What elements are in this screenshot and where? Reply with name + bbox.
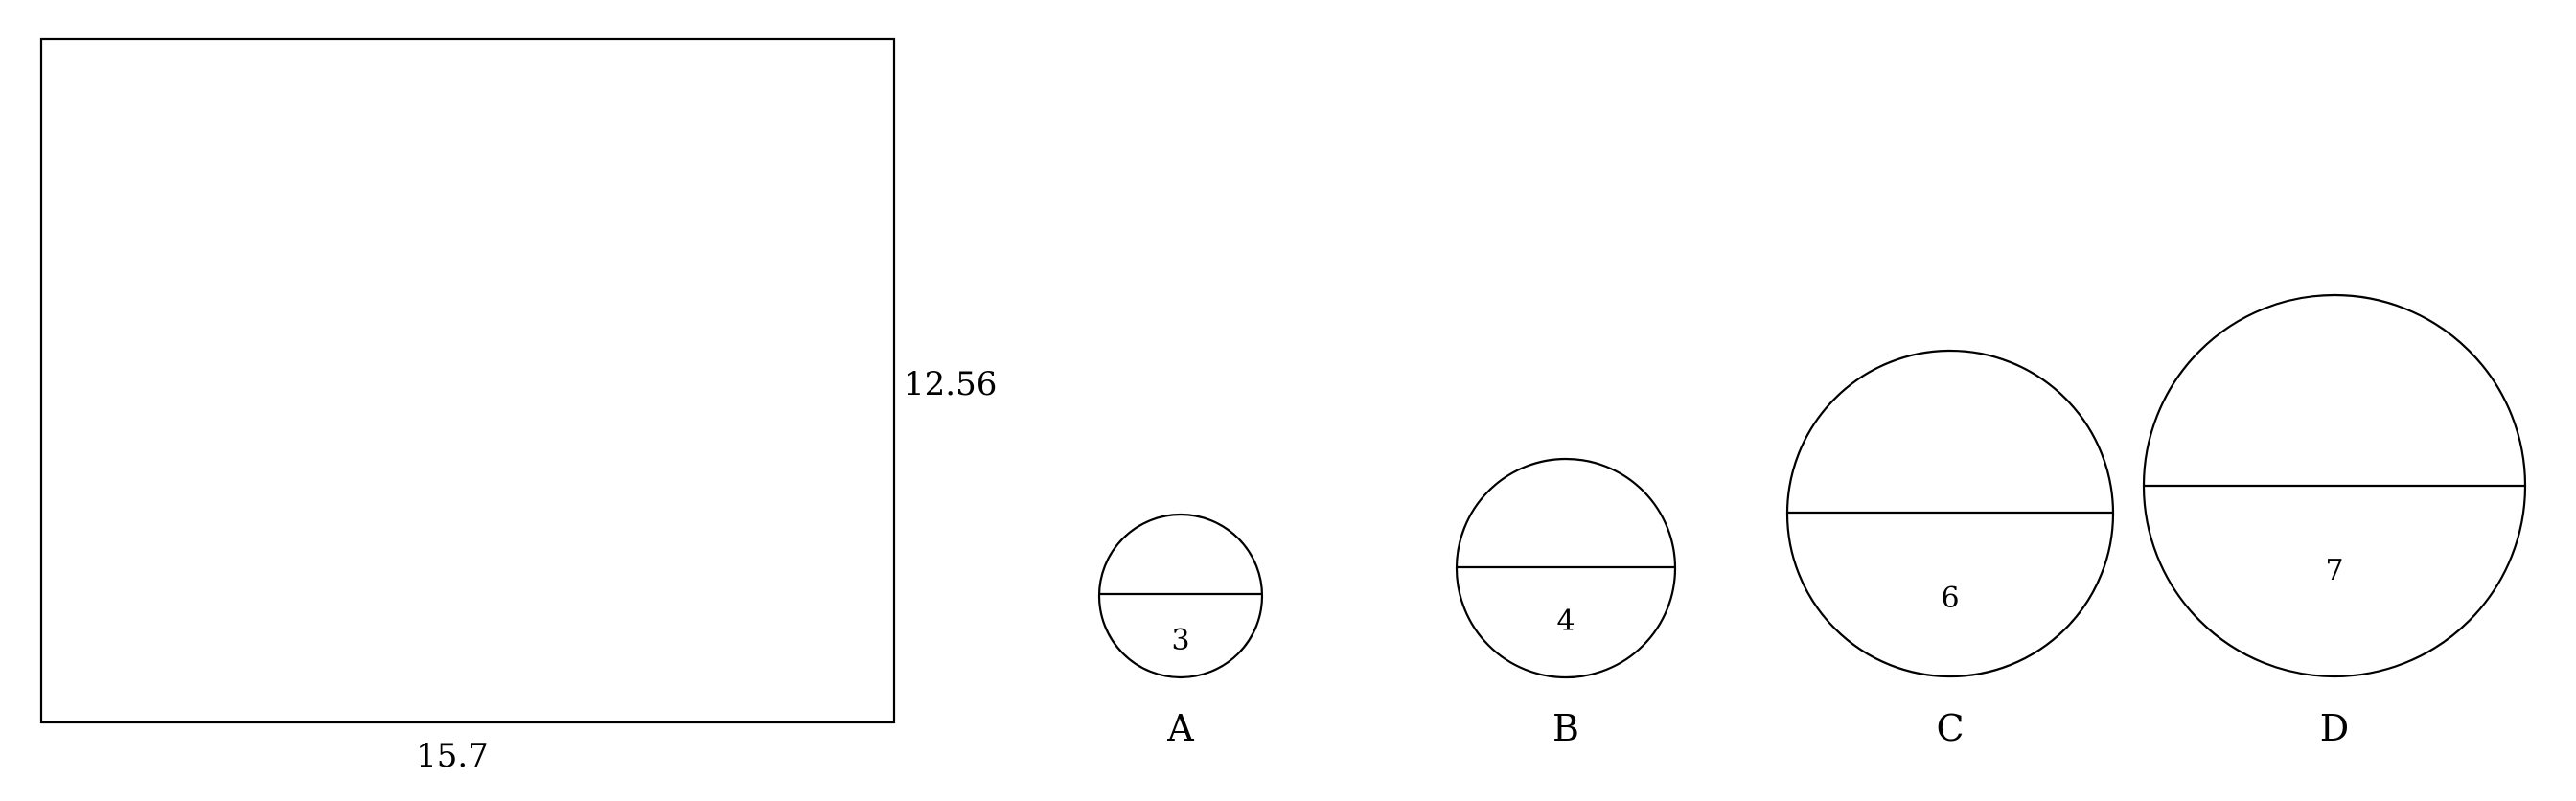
option-d[interactable]: 7 D xyxy=(2142,293,2527,749)
option-c[interactable]: 6 C xyxy=(1785,349,2115,749)
diameter-label-b: 4 xyxy=(1556,605,1575,638)
option-letter-a: A xyxy=(1166,707,1194,749)
option-a[interactable]: 3 A xyxy=(1097,513,1264,749)
option-letter-b: B xyxy=(1552,707,1579,749)
rectangle-width-label: 15.7 xyxy=(416,737,489,775)
option-b[interactable]: 4 B xyxy=(1455,457,1677,749)
diameter-label-a: 3 xyxy=(1171,624,1189,657)
diameter-label-c: 6 xyxy=(1941,582,1959,615)
circle-a xyxy=(1097,513,1264,679)
option-letter-c: C xyxy=(1936,707,1964,749)
diameter-label-d: 7 xyxy=(2325,554,2343,587)
option-letter-d: D xyxy=(2320,707,2349,749)
rectangle xyxy=(39,37,896,724)
rectangle-height-label: 12.56 xyxy=(904,365,997,403)
